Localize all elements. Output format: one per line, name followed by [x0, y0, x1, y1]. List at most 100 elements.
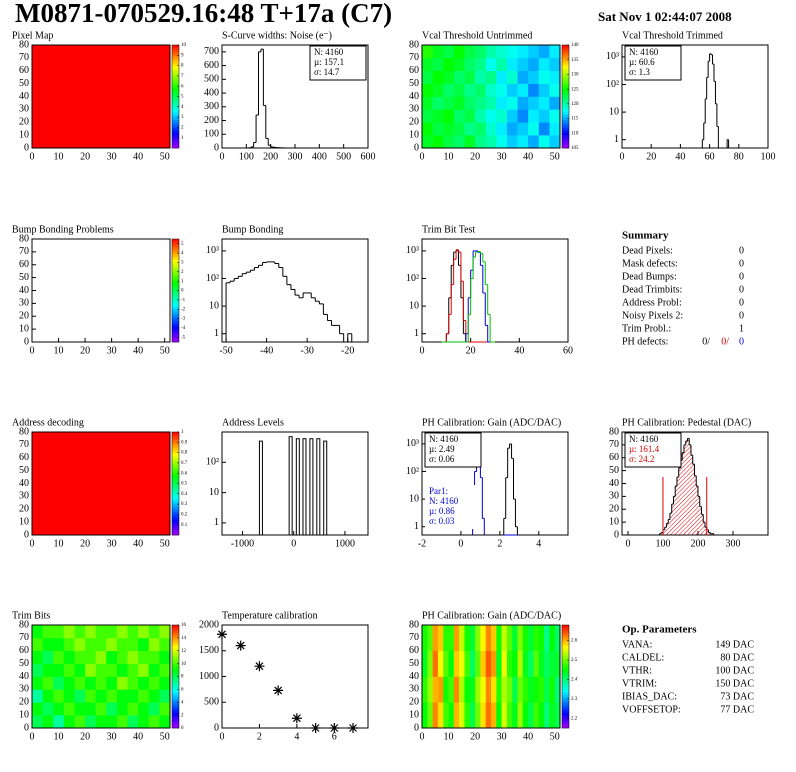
heat-cell	[517, 109, 529, 123]
heat-cell	[95, 689, 107, 703]
colorbar-slice	[562, 127, 569, 131]
heat-cell	[491, 676, 497, 703]
heat-cell	[448, 625, 455, 652]
colorbar-slice	[562, 630, 569, 634]
spike	[302, 438, 307, 536]
param-value: 77 DAC	[720, 704, 754, 715]
colorbar-slice	[562, 661, 569, 664]
heat-cell	[432, 122, 444, 136]
heat-cell	[443, 650, 449, 677]
y-tick-label: 20	[19, 311, 29, 322]
heat-cell	[475, 650, 481, 677]
colorbar-frame	[561, 44, 570, 149]
y-tick-label: 1500	[199, 645, 219, 656]
panel-title: Vcal Threshold Trimmed	[622, 30, 723, 41]
heat-cell	[42, 650, 54, 664]
bar-hatch	[664, 527, 667, 535]
heat-cell	[159, 663, 171, 677]
colorbar-slice	[172, 625, 179, 628]
heat-cell	[506, 676, 513, 703]
colorbar-slice	[172, 239, 179, 242]
colorbar-slice	[172, 83, 179, 87]
spike	[258, 440, 263, 536]
y-tick-label: 30	[409, 684, 419, 695]
heat-cell	[549, 650, 555, 677]
stats-line: Par1:	[429, 486, 448, 496]
stats-line: µ: 161.4	[629, 444, 660, 454]
colorbar-slice	[172, 305, 179, 309]
colorbar-slice	[172, 444, 179, 448]
heat-cell	[74, 689, 86, 703]
heat-cell	[453, 96, 465, 110]
heat-cell	[85, 663, 96, 677]
heat-cell	[464, 625, 471, 652]
colorbar-label: 16	[181, 623, 187, 628]
summary-label: Trim Probl.:	[622, 323, 671, 334]
heat-cell	[106, 650, 118, 664]
colorbar-slice	[172, 522, 179, 525]
heat-cell	[496, 650, 502, 677]
summary-value: 0	[739, 310, 744, 321]
bar-hatch	[706, 529, 709, 535]
colorbar-slice	[172, 720, 179, 724]
x-tick-label: 50	[550, 731, 560, 742]
heat-cell	[127, 689, 139, 703]
heat-cell	[464, 135, 476, 149]
colorbar-slice	[562, 60, 569, 64]
param-name: VANA:	[622, 639, 652, 650]
colorbar-slice	[172, 699, 179, 703]
colorbar-label: 130	[571, 73, 579, 78]
x-tick-label: 20	[80, 345, 90, 356]
y-tick-label: 50	[19, 272, 29, 283]
heat-cell	[127, 663, 139, 677]
x-tick-label: 30	[497, 151, 507, 162]
colorbar-slice	[172, 104, 179, 108]
plot-border	[31, 44, 171, 149]
heat-cell	[480, 625, 486, 652]
colorbar-label: 1	[181, 279, 184, 284]
y-tick-label: 80	[19, 39, 29, 50]
bar-hatch	[682, 452, 684, 535]
heat-cell	[443, 702, 449, 729]
heat-cell	[459, 702, 465, 729]
heat-cell	[501, 625, 508, 652]
heat-cell	[127, 702, 139, 716]
y-tick-label: 2000	[199, 619, 219, 630]
colorbar-slice	[562, 709, 569, 713]
heat-cell	[32, 689, 43, 703]
x-tick-label: -40	[260, 345, 273, 356]
colorbar-slice	[562, 86, 569, 90]
heat-cell	[475, 83, 486, 97]
colorbar-slice	[172, 480, 179, 484]
colorbar-slice	[172, 323, 179, 327]
colorbar-slice	[172, 630, 179, 634]
spike	[295, 438, 300, 536]
heat-cell	[106, 637, 118, 652]
colorbar-slice	[562, 663, 569, 667]
x-tick-label: 30	[107, 345, 117, 356]
colorbar-slice	[172, 627, 179, 631]
heat-cell	[74, 637, 86, 652]
colorbar-slice	[172, 663, 179, 667]
colorbar-slice	[172, 686, 179, 690]
colorbar-slice	[172, 336, 179, 340]
colorbar-label: 8	[181, 64, 184, 69]
heat-cell	[422, 625, 428, 652]
y-tick-label: 10²	[406, 273, 419, 284]
x-tick-label: 0	[30, 731, 35, 742]
heat-cell	[496, 702, 502, 729]
x-tick-label: 20	[466, 345, 476, 356]
y-tick-label: 1	[214, 517, 219, 528]
colorbar-slice	[172, 282, 179, 286]
bar-hatch	[690, 455, 693, 535]
y-tick-label: 60	[19, 452, 29, 463]
bar-hatch	[696, 486, 698, 535]
heat-cell	[127, 715, 139, 729]
heat-cell	[116, 676, 128, 690]
heat-cell	[475, 109, 486, 123]
colorbar-label: 2.4	[571, 678, 578, 683]
colorbar-slice	[562, 145, 569, 149]
colorbar-slice	[172, 75, 179, 79]
star-marker	[254, 661, 265, 672]
heat-cell	[475, 57, 486, 72]
